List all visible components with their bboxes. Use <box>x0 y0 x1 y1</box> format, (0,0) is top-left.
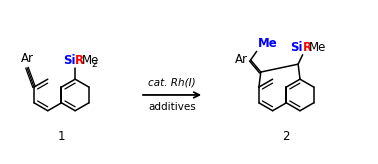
Text: 1: 1 <box>58 130 65 143</box>
Text: 2: 2 <box>91 60 97 69</box>
Text: Me: Me <box>258 37 277 50</box>
Text: cat. Rh(I): cat. Rh(I) <box>148 77 196 87</box>
Text: Ar: Ar <box>235 53 248 66</box>
Text: 2: 2 <box>283 130 290 143</box>
Text: Me: Me <box>309 41 327 54</box>
Text: Si: Si <box>63 54 75 67</box>
Text: additives: additives <box>148 102 196 113</box>
Text: R: R <box>75 54 84 67</box>
Text: Ar: Ar <box>20 52 34 65</box>
Text: Si: Si <box>290 41 303 54</box>
Text: Me: Me <box>82 54 99 67</box>
Text: R: R <box>303 41 312 54</box>
